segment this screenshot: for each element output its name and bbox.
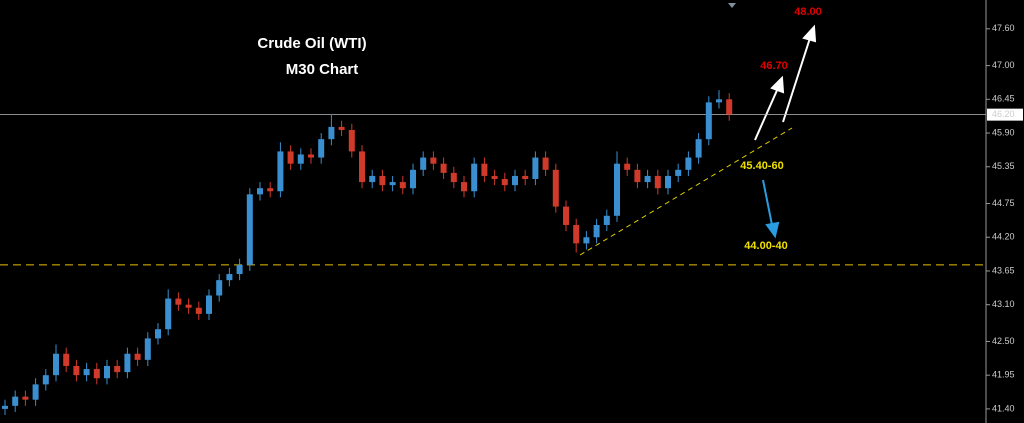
candle-body xyxy=(348,129,355,152)
candle-body xyxy=(603,215,610,225)
candle-body xyxy=(2,405,8,409)
y-tick-label: 43.10 xyxy=(992,299,1015,309)
candle-body xyxy=(654,175,661,189)
candle-body xyxy=(195,307,202,314)
shift-marker xyxy=(728,3,736,8)
candle-body xyxy=(420,157,427,170)
candle-body xyxy=(226,274,233,281)
candle-body xyxy=(257,188,263,195)
candle-body xyxy=(236,264,243,275)
candle-body xyxy=(532,157,539,180)
candle-body xyxy=(277,151,284,192)
y-tick-label: 43.65 xyxy=(992,265,1015,275)
candle-body xyxy=(83,369,90,376)
candle-body xyxy=(359,151,365,183)
candle-body xyxy=(287,151,294,164)
last-price-box xyxy=(987,108,1023,121)
candle-body xyxy=(624,163,631,170)
candle-body xyxy=(542,157,549,170)
arrows xyxy=(754,24,817,141)
annotation: 46.70 xyxy=(760,60,788,72)
candle-body xyxy=(328,126,335,140)
candle-body xyxy=(32,384,39,400)
candle-body xyxy=(726,99,733,115)
candle-body xyxy=(685,157,692,170)
candle-body xyxy=(501,179,508,186)
candle-body xyxy=(512,175,518,186)
y-tick-label: 44.20 xyxy=(992,232,1015,242)
annotation: 48.00 xyxy=(794,6,822,18)
candle-body xyxy=(216,280,223,296)
candle-body xyxy=(144,338,151,360)
y-tick-label: 45.90 xyxy=(992,127,1015,137)
candle-body xyxy=(63,353,70,366)
candle-body xyxy=(93,369,100,379)
candle-body xyxy=(695,139,702,158)
candle-body xyxy=(481,163,488,176)
candle-body xyxy=(175,298,182,305)
annotation: 45.40-60 xyxy=(740,160,783,172)
candle-body xyxy=(267,188,274,192)
y-tick-label: 47.60 xyxy=(992,23,1015,33)
candle-body xyxy=(410,169,416,189)
candle-body xyxy=(134,353,141,360)
candle-body xyxy=(155,329,161,339)
candle-body xyxy=(705,102,712,140)
candle-body xyxy=(369,175,376,183)
y-tick-label: 41.95 xyxy=(992,370,1015,380)
candle-body xyxy=(53,353,59,376)
candle-body xyxy=(634,169,641,183)
y-tick-label: 45.35 xyxy=(992,161,1015,171)
candle-body xyxy=(430,157,437,164)
y-tick-label: 47.00 xyxy=(992,60,1015,70)
candle-body xyxy=(491,175,498,180)
candle-body xyxy=(73,365,80,376)
candle-body xyxy=(450,172,457,183)
y-tick-label: 42.50 xyxy=(992,336,1015,346)
candle-body xyxy=(644,175,651,183)
candle-body xyxy=(185,304,192,308)
candle-body xyxy=(440,163,447,173)
annotation: 44.00-40 xyxy=(744,240,787,252)
down-arrow xyxy=(762,179,780,239)
candle-body xyxy=(716,99,722,103)
candle-body xyxy=(399,182,406,189)
candle-body xyxy=(573,224,580,244)
candle-body xyxy=(583,237,590,244)
last-price-label: 46.20 xyxy=(992,109,1015,119)
candle-body xyxy=(114,365,121,373)
candle-body xyxy=(552,169,559,207)
chart-title: Crude Oil (WTI) xyxy=(257,35,366,52)
candle-body xyxy=(593,224,600,238)
candle-body xyxy=(104,365,110,379)
candle-body xyxy=(246,194,253,265)
candle-body xyxy=(22,396,29,400)
candle-body xyxy=(665,175,671,189)
candle-body xyxy=(675,169,682,176)
candle-body xyxy=(461,182,467,192)
candle-body xyxy=(318,139,325,158)
y-tick-label: 41.40 xyxy=(992,403,1015,413)
candle-body xyxy=(522,175,529,180)
candle-body xyxy=(12,396,19,406)
candle-body xyxy=(308,154,314,158)
candle-body xyxy=(42,375,49,385)
chart-subtitle: M30 Chart xyxy=(286,61,359,78)
y-tick-label: 46.45 xyxy=(992,94,1015,104)
candle-body xyxy=(297,154,304,164)
candle-body xyxy=(338,126,345,130)
candle-body xyxy=(124,353,131,373)
candle-body xyxy=(165,298,172,330)
y-tick-label: 44.75 xyxy=(992,198,1015,208)
candle-body xyxy=(379,175,386,186)
candle-body xyxy=(389,182,396,186)
candle-body xyxy=(471,163,478,192)
candle-body xyxy=(563,206,569,225)
candle-body xyxy=(614,163,620,216)
candle-body xyxy=(206,295,212,314)
